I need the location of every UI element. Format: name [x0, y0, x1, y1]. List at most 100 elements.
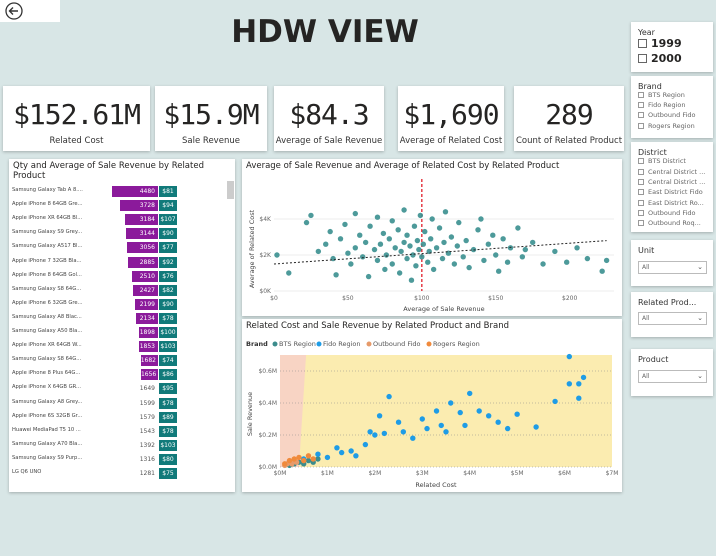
- scatter-point: [383, 252, 390, 258]
- avg-revenue-bar[interactable]: $74: [159, 355, 177, 367]
- avg-revenue-bar[interactable]: $103: [159, 341, 177, 353]
- qty-bar[interactable]: 2199: [135, 298, 158, 310]
- avg-revenue-bar[interactable]: $89: [159, 411, 177, 423]
- avg-revenue-bar[interactable]: $100: [159, 327, 177, 338]
- qty-bar[interactable]: 2885: [128, 256, 158, 268]
- district-option[interactable]: East District Fido: [638, 188, 703, 196]
- avg-revenue-bar[interactable]: $103: [159, 439, 177, 451]
- avg-revenue-bar[interactable]: $86: [159, 369, 177, 381]
- bar-row[interactable]: Apple iPhone X 64GB GR... 1649 $95: [9, 382, 239, 395]
- district-option[interactable]: Outbound Fido: [638, 209, 696, 217]
- scatter-point: [514, 411, 520, 417]
- avg-revenue-bar[interactable]: $90: [159, 228, 177, 240]
- avg-revenue-bar[interactable]: $75: [159, 468, 177, 479]
- scatter-point: [374, 257, 381, 264]
- bar-row[interactable]: Samsung Galaxy S9 Purp... 1316 $80: [9, 453, 239, 466]
- avg-revenue-bar[interactable]: $94: [159, 200, 177, 212]
- scrollbar[interactable]: [227, 181, 234, 199]
- bar-row[interactable]: Apple iPhone XR 64GB Bl... 3184 $107: [9, 213, 239, 226]
- brand-option[interactable]: Outbound Fido: [638, 111, 696, 119]
- brand-option[interactable]: Rogers Region: [638, 122, 695, 130]
- district-option[interactable]: East District Ro...: [638, 199, 704, 207]
- bar-row[interactable]: Samsung Galaxy S8 64G... 2427 $82: [9, 284, 239, 297]
- scatter-point: [574, 245, 580, 251]
- bar-row[interactable]: Samsung Galaxy A8 Grey... 1599 $78: [9, 397, 239, 410]
- qty-bar[interactable]: 1579: [139, 413, 155, 421]
- qty-bar[interactable]: 2427: [133, 284, 158, 296]
- qty-bar[interactable]: 1853: [138, 341, 158, 353]
- qty-bar[interactable]: 2134: [136, 312, 158, 324]
- avg-revenue-bar[interactable]: $81: [159, 186, 177, 197]
- back-arrow-icon: [5, 2, 23, 20]
- y-axis-label: Sale Revenue: [246, 392, 254, 436]
- bar-row[interactable]: Apple iPhone 8 64GB Gol... 2510 $76: [9, 270, 239, 283]
- qty-bar[interactable]: 1316: [139, 455, 155, 463]
- avg-revenue-bar[interactable]: $82: [159, 284, 177, 296]
- avg-revenue-bar[interactable]: $90: [159, 298, 177, 310]
- kpi-label: Related Cost: [49, 136, 104, 146]
- checkbox-icon: [638, 158, 644, 164]
- bar-row[interactable]: Huawei MediaPad T5 10 ... 1543 $78: [9, 425, 239, 438]
- qty-bar[interactable]: 3184: [125, 214, 158, 226]
- qty-bar[interactable]: 1281: [139, 470, 155, 477]
- qty-bar[interactable]: 1599: [139, 399, 155, 407]
- scatter-point: [353, 453, 359, 459]
- checkbox-icon: [638, 169, 644, 175]
- brand-option[interactable]: Fido Region: [638, 101, 686, 109]
- legend-label: Fido Region: [323, 340, 361, 348]
- qty-bar[interactable]: 1656: [140, 369, 158, 381]
- bar-row[interactable]: Apple iPhone 6S 32GB Gr... 1579 $89: [9, 411, 239, 424]
- qty-bar[interactable]: 1682: [140, 355, 158, 367]
- brand-option[interactable]: BTS Region: [638, 91, 685, 99]
- qty-bar[interactable]: 2510: [132, 270, 158, 282]
- bar-row[interactable]: Apple iPhone 6 32GB Gre... 2199 $90: [9, 298, 239, 311]
- legend-label: Outbound Fido: [373, 340, 421, 348]
- district-option[interactable]: Central District ...: [638, 168, 705, 176]
- scatter-point: [324, 454, 331, 461]
- avg-revenue-bar[interactable]: $78: [159, 397, 177, 409]
- scatter-point: [584, 255, 591, 262]
- avg-revenue-bar[interactable]: $80: [159, 453, 177, 465]
- avg-revenue-bar[interactable]: $92: [159, 256, 177, 268]
- unit-dropdown[interactable]: All ⌄: [638, 261, 707, 274]
- bar-row[interactable]: Apple iPhone 8 64GB Gre... 3728 $94: [9, 199, 239, 212]
- bar-row[interactable]: Samsung Galaxy A50 Bla... 1898 $100: [9, 326, 239, 339]
- district-option[interactable]: Central District ...: [638, 178, 705, 186]
- trend-line: [273, 240, 607, 265]
- bar-row[interactable]: Apple iPhone 7 32GB Bla... 2885 $92: [9, 256, 239, 269]
- bar-row[interactable]: Apple iPhone XR 64GB W... 1853 $103: [9, 340, 239, 353]
- legend-label: BTS Region: [279, 340, 316, 348]
- avg-revenue-bar[interactable]: $107: [159, 214, 177, 226]
- district-option[interactable]: Outbound Roq...: [638, 219, 701, 227]
- bar-row[interactable]: Samsung Galaxy Tab A 8.... 4480 $81: [9, 185, 239, 198]
- year-option-1999[interactable]: 1999: [638, 37, 682, 50]
- qty-bar[interactable]: 3728: [119, 200, 158, 212]
- avg-revenue-bar[interactable]: $76: [159, 270, 177, 282]
- qty-bar[interactable]: 4480: [112, 186, 158, 197]
- avg-revenue-bar[interactable]: $78: [159, 425, 177, 437]
- bar-row[interactable]: Samsung Galaxy A517 Bl... 3056 $77: [9, 241, 239, 254]
- year-option-2000[interactable]: 2000: [638, 52, 682, 65]
- avg-revenue-bar[interactable]: $77: [159, 242, 177, 254]
- product-dropdown[interactable]: All ⌄: [638, 370, 707, 383]
- qty-bar[interactable]: 1543: [139, 427, 155, 435]
- qty-bar[interactable]: 1649: [139, 385, 155, 393]
- qty-bar[interactable]: 1898: [138, 327, 158, 338]
- avg-revenue-bar[interactable]: $78: [159, 312, 177, 324]
- y-tick-label: $4K: [259, 216, 272, 223]
- bar-row[interactable]: Samsung Galaxy A70 Bla... 1392 $103: [9, 439, 239, 452]
- bar-row[interactable]: LG Q6 UNO 1281 $75: [9, 467, 239, 480]
- bar-row[interactable]: Samsung Galaxy S9 Grey... 3144 $90: [9, 227, 239, 240]
- qty-bar[interactable]: 3144: [125, 228, 158, 240]
- avg-revenue-bar[interactable]: $95: [159, 383, 177, 395]
- qty-bar[interactable]: 1392: [139, 441, 155, 449]
- qty-bar[interactable]: 3056: [126, 242, 158, 254]
- scatter-point: [286, 270, 292, 276]
- scatter-point: [519, 254, 526, 260]
- back-button[interactable]: [0, 0, 60, 22]
- related-product-dropdown[interactable]: All ⌄: [638, 312, 707, 325]
- district-option[interactable]: BTS District: [638, 157, 686, 165]
- bar-row[interactable]: Samsung Galaxy A8 Blac... 2134 $78: [9, 312, 239, 325]
- bar-row[interactable]: Samsung Galaxy S8 64G... 1682 $74: [9, 354, 239, 367]
- bar-row[interactable]: Apple iPhone 8 Plus 64G... 1656 $86: [9, 368, 239, 381]
